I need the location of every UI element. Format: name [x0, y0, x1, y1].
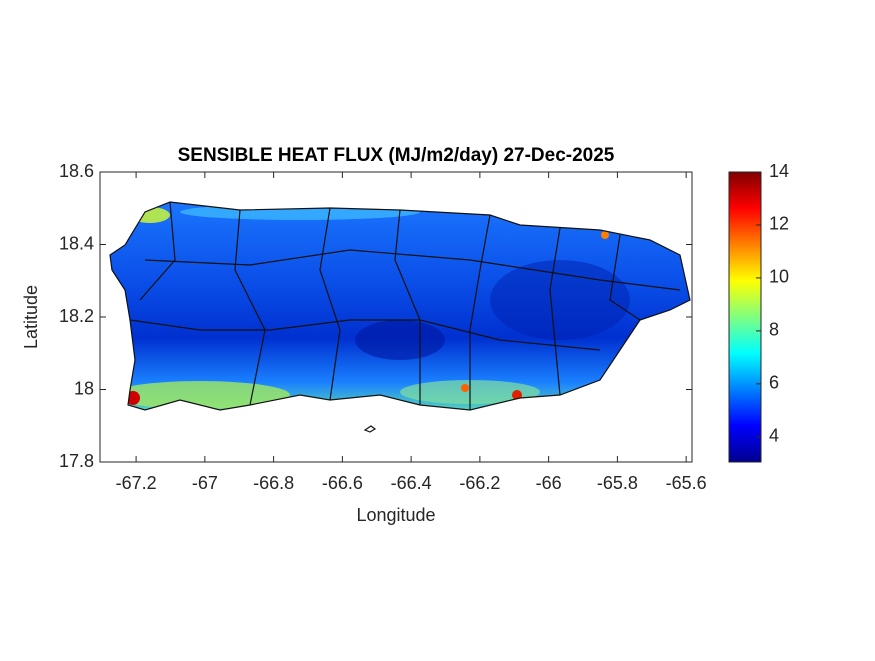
x-axis-label: Longitude	[356, 505, 435, 525]
colorbar-tick-label: 14	[769, 161, 789, 181]
colorbar-tick-label: 4	[769, 426, 779, 446]
x-tick-label: -66.2	[459, 473, 500, 493]
y-tick-label: 18.2	[59, 306, 94, 326]
x-tick-label: -65.6	[666, 473, 707, 493]
colorbar-tick-label: 12	[769, 214, 789, 234]
y-tick-label: 18.6	[59, 161, 94, 181]
x-tick-label: -66.8	[253, 473, 294, 493]
x-tick-label: -66	[536, 473, 562, 493]
chart-title: SENSIBLE HEAT FLUX (MJ/m2/day) 27-Dec-20…	[178, 145, 615, 166]
boundaries	[109, 201, 691, 433]
colorbar-tick-label: 8	[769, 320, 779, 340]
y-tick-label: 18.4	[59, 233, 94, 253]
colorbar-tick-label: 6	[769, 373, 779, 393]
x-tick-label: -67	[192, 473, 218, 493]
x-tick-label: -66.4	[391, 473, 432, 493]
x-tick-label: -65.8	[597, 473, 638, 493]
colorbar-tick-label: 10	[769, 267, 789, 287]
colorbar	[728, 171, 762, 463]
y-axis-label: Latitude	[21, 285, 41, 349]
y-tick-label: 17.8	[59, 451, 94, 471]
y-tick-label: 18	[74, 378, 94, 398]
x-tick-label: -66.6	[322, 473, 363, 493]
x-tick-label: -67.2	[116, 473, 157, 493]
